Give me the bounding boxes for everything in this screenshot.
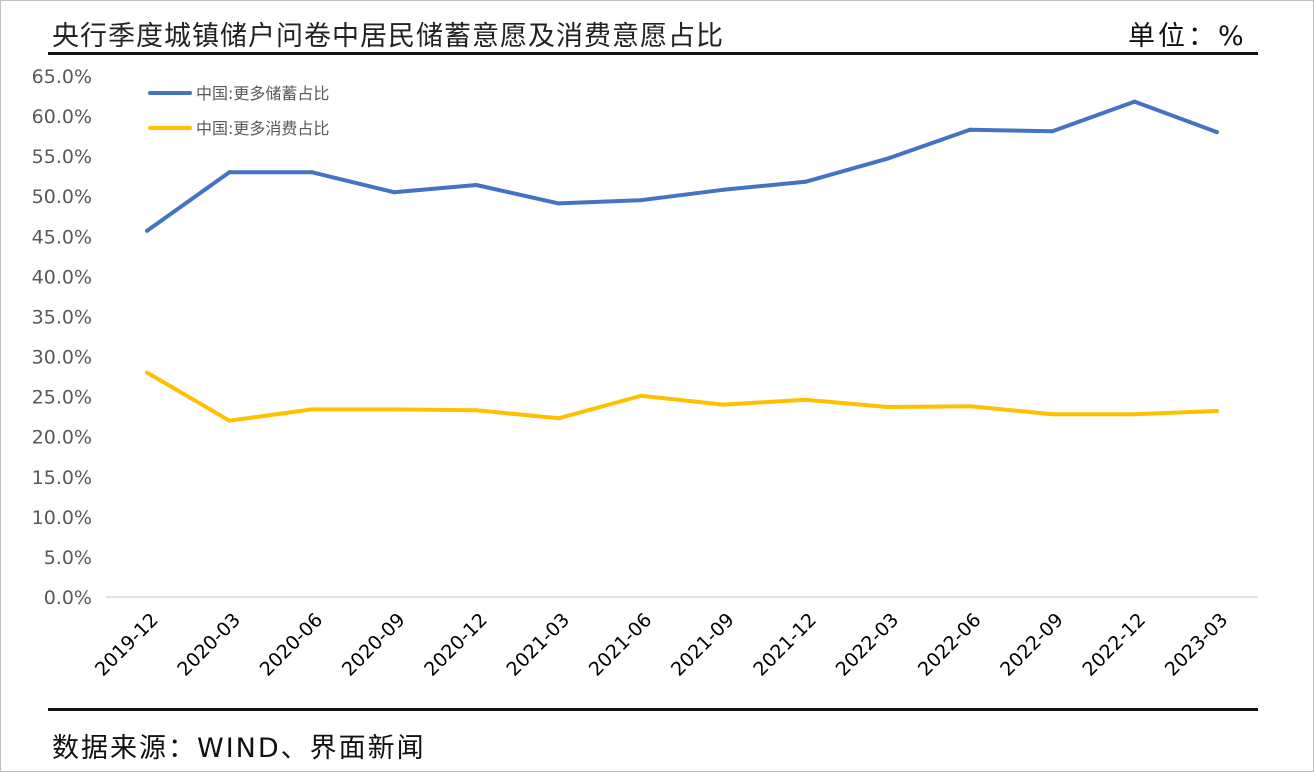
data-point bbox=[1214, 409, 1219, 414]
data-point bbox=[968, 404, 972, 409]
data-point bbox=[309, 407, 314, 412]
y-tick-label: 30.0% bbox=[32, 347, 92, 369]
data-point bbox=[1214, 130, 1219, 135]
data-point bbox=[638, 198, 643, 203]
y-tick-label: 60.0% bbox=[32, 106, 92, 128]
data-point bbox=[145, 228, 150, 233]
x-tick-label: 2022-03 bbox=[832, 609, 904, 681]
data-point bbox=[474, 408, 479, 413]
x-tick-label: 2019-12 bbox=[91, 609, 163, 681]
y-tick-label: 55.0% bbox=[32, 146, 92, 168]
x-tick-label: 2022-12 bbox=[1078, 609, 1150, 681]
y-tick-label: 5.0% bbox=[44, 547, 92, 569]
y-tick-label: 10.0% bbox=[32, 507, 92, 529]
y-tick-label: 20.0% bbox=[32, 427, 92, 449]
legend-label: 中国:更多消费占比 bbox=[196, 119, 329, 138]
x-axis-ticks: 2019-12 2020-03 2020-06 2020-09 2020-12 2021-… bbox=[91, 609, 1232, 681]
unit-label: 单位：% bbox=[1128, 21, 1247, 52]
x-tick-label: 2020-03 bbox=[173, 609, 245, 681]
data-point bbox=[309, 170, 314, 175]
y-tick-label: 0.0% bbox=[44, 587, 92, 609]
data-point bbox=[885, 405, 890, 410]
x-tick-label: 2021-03 bbox=[502, 609, 574, 681]
y-tick-label: 25.0% bbox=[32, 387, 92, 409]
data-point bbox=[227, 418, 232, 423]
x-tick-label: 2020-06 bbox=[256, 609, 328, 681]
chart-title: 央行季度城镇储户问卷中居民储蓄意愿及消费意愿占比 bbox=[52, 21, 724, 52]
y-axis-ticks: 0.0% 5.0% 10.0% 15.0% 20.0% 25.0% 30.0% 35.0% 40… bbox=[32, 66, 92, 609]
data-point bbox=[227, 170, 232, 175]
y-tick-label: 45.0% bbox=[32, 226, 92, 248]
y-tick-label: 65.0% bbox=[32, 66, 92, 88]
x-tick-label: 2021-12 bbox=[749, 609, 821, 681]
data-point bbox=[721, 402, 726, 407]
data-point bbox=[968, 127, 972, 132]
data-point bbox=[556, 416, 561, 421]
series-line-1 bbox=[145, 370, 1219, 423]
data-point bbox=[885, 156, 890, 161]
data-point bbox=[721, 187, 726, 192]
y-tick-label: 50.0% bbox=[32, 186, 92, 208]
data-point bbox=[1050, 412, 1055, 417]
x-tick-label: 2020-12 bbox=[420, 609, 492, 681]
x-tick-label: 2020-09 bbox=[338, 609, 410, 681]
x-tick-label: 2022-06 bbox=[914, 609, 986, 681]
data-point bbox=[474, 183, 479, 188]
data-point bbox=[556, 201, 561, 206]
data-point bbox=[1132, 412, 1137, 417]
data-point bbox=[392, 190, 396, 195]
data-point bbox=[145, 370, 150, 375]
data-point bbox=[803, 179, 808, 184]
data-point bbox=[1050, 129, 1055, 134]
x-tick-label: 2023-03 bbox=[1161, 609, 1233, 681]
data-point bbox=[803, 397, 808, 402]
data-point bbox=[392, 407, 396, 412]
bottom-rule bbox=[48, 708, 1258, 711]
y-tick-label: 15.0% bbox=[32, 467, 92, 489]
data-source: 数据来源：WIND、界面新闻 bbox=[52, 733, 426, 764]
top-rule bbox=[48, 52, 1258, 55]
data-point bbox=[1132, 99, 1137, 104]
x-tick-label: 2021-06 bbox=[585, 609, 657, 681]
y-tick-label: 35.0% bbox=[32, 306, 92, 328]
x-tick-label: 2021-09 bbox=[667, 609, 739, 681]
legend-label: 中国:更多储蓄占比 bbox=[196, 84, 329, 103]
series-lines bbox=[145, 99, 1219, 423]
data-point bbox=[638, 393, 643, 398]
series-line-0 bbox=[145, 99, 1219, 233]
x-tick-label: 2022-09 bbox=[996, 609, 1068, 681]
y-tick-label: 40.0% bbox=[32, 266, 92, 288]
